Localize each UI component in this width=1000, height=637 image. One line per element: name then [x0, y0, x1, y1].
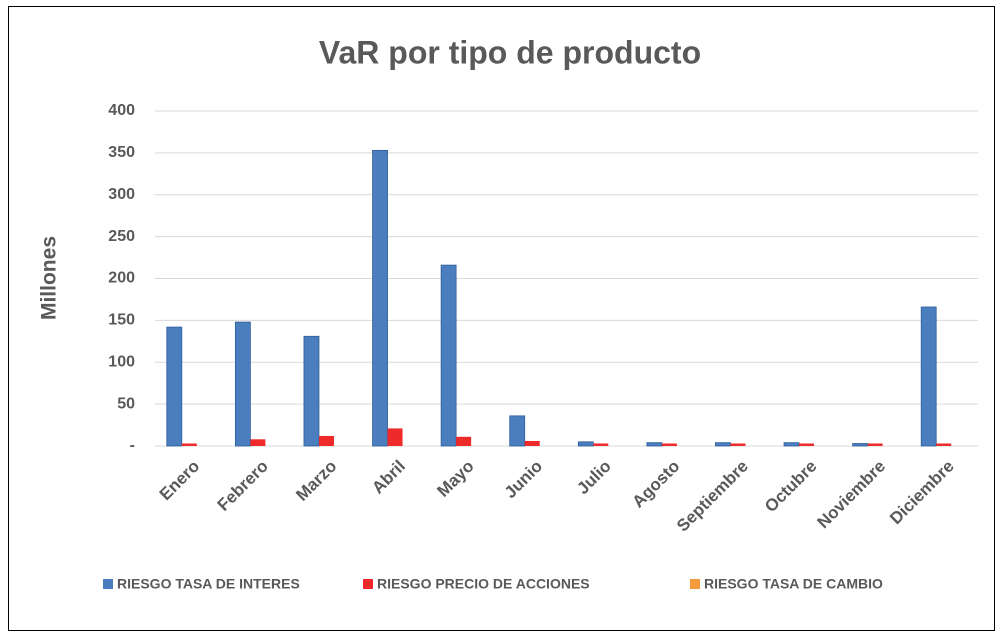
bar [181, 443, 197, 446]
bar [318, 435, 334, 446]
chart-border [8, 6, 995, 631]
bar [524, 440, 540, 446]
bar [440, 264, 457, 447]
bar [166, 326, 183, 447]
legend-label: RIESGO PRECIO DE ACCIONES [377, 576, 590, 592]
legend-swatch [363, 579, 373, 589]
legend-label: RIESGO TASA DE INTERES [117, 576, 300, 592]
bar [250, 439, 266, 446]
legend-label: RIESGO TASA DE CAMBIO [704, 576, 883, 592]
y-tick-label: 100 [108, 353, 135, 370]
bar [577, 441, 594, 447]
bar [715, 442, 731, 447]
y-tick-label: 400 [108, 102, 135, 119]
y-tick-label: 250 [108, 228, 135, 245]
y-tick-label: - [130, 437, 135, 454]
bar [303, 335, 320, 447]
y-tick-label: 50 [117, 395, 135, 412]
y-axis-label: Millones [38, 236, 61, 320]
legend-swatch [690, 579, 700, 589]
bar [646, 442, 663, 447]
y-tick-label: 300 [108, 186, 135, 203]
bar [661, 443, 677, 446]
bar [936, 443, 952, 446]
bar [867, 443, 883, 446]
y-tick-label: 200 [108, 270, 135, 287]
bar [509, 415, 526, 447]
bar [799, 443, 815, 446]
bar [852, 443, 869, 447]
bar [234, 321, 251, 447]
legend-swatch [103, 579, 113, 589]
bar [387, 428, 403, 446]
y-tick-label: 350 [108, 144, 135, 161]
chart-title: VaR por tipo de producto [319, 34, 701, 70]
bar [593, 443, 609, 446]
bar [920, 306, 937, 447]
bar [730, 443, 746, 446]
bar [783, 442, 800, 447]
bar [372, 149, 388, 447]
y-tick-label: 150 [108, 312, 135, 329]
bar [456, 436, 472, 446]
